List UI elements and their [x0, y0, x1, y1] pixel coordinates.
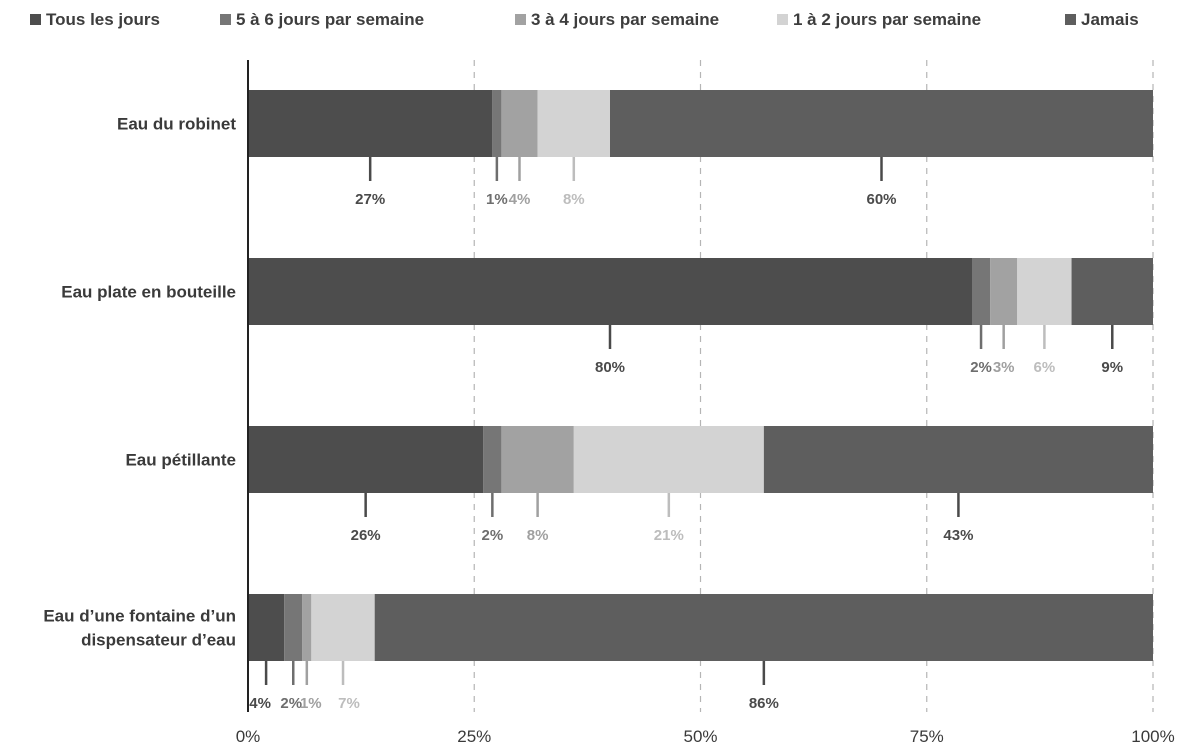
legend-swatch — [1065, 14, 1076, 25]
x-tick-labels: 0% 25% 50% 75% 100% — [236, 727, 1175, 746]
value-label: 26% — [351, 527, 381, 544]
bar-segment — [311, 594, 375, 661]
x-tick-label: 50% — [683, 727, 717, 746]
x-tick-label: 100% — [1131, 727, 1174, 746]
legend-swatch — [220, 14, 231, 25]
category-label: Eau plate en bouteille — [61, 283, 236, 302]
legend-swatch — [30, 14, 41, 25]
value-label: 2% — [970, 359, 992, 376]
bar-segment — [492, 90, 502, 157]
value-label: 4% — [249, 695, 271, 712]
legend-label: 5 à 6 jours par semaine — [236, 10, 424, 29]
category-label: Eau pétillante — [125, 451, 236, 470]
value-label: 9% — [1101, 359, 1123, 376]
value-label: 8% — [527, 527, 549, 544]
value-label: 1% — [300, 695, 322, 712]
legend-label: 3 à 4 jours par semaine — [531, 10, 719, 29]
bars — [248, 90, 1153, 661]
legend: Tous les jours 5 à 6 jours par semaine 3 à… — [30, 10, 1139, 29]
bar-segment — [501, 90, 538, 157]
value-label: 3% — [993, 359, 1015, 376]
bar-segment — [248, 90, 493, 157]
bar-segment — [374, 594, 1153, 661]
category-label: Eau du robinet — [117, 115, 236, 134]
value-label: 86% — [749, 695, 779, 712]
value-labels: 27% 1% 4% 8% 60%80% 2% 3% 6% 9%26% 2% 8% 21% 43%4% 2%… — [249, 157, 1123, 712]
value-label: 2% — [482, 527, 504, 544]
bar-segment — [284, 594, 303, 661]
bar-segment — [990, 258, 1018, 325]
value-label: 7% — [338, 695, 360, 712]
category-labels: Eau du robinet Eau plate en bouteille Eau … — [43, 115, 236, 650]
value-label: 1% — [486, 191, 508, 208]
bar-segment — [248, 426, 484, 493]
category-label-line: Eau pétillante — [125, 451, 236, 470]
bar-segment — [1071, 258, 1153, 325]
bar-segment — [537, 90, 610, 157]
legend-label: 1 à 2 jours par semaine — [793, 10, 981, 29]
value-label: 60% — [866, 191, 896, 208]
bar-segment — [302, 594, 312, 661]
legend-label: Tous les jours — [46, 10, 160, 29]
value-label: 43% — [943, 527, 973, 544]
bar-segment — [248, 258, 972, 325]
bar-segment — [501, 426, 574, 493]
value-label: 6% — [1034, 359, 1056, 376]
value-label: 8% — [563, 191, 585, 208]
category-label-line: Eau d’une fontaine d’un — [43, 607, 236, 626]
value-label: 21% — [654, 527, 684, 544]
category-label-line: Eau plate en bouteille — [61, 283, 236, 302]
value-label: 2% — [280, 695, 302, 712]
category-label-line: Eau du robinet — [117, 115, 236, 134]
legend-swatch — [777, 14, 788, 25]
bar-segment — [610, 90, 1153, 157]
bar-segment — [248, 594, 285, 661]
x-tick-label: 25% — [457, 727, 491, 746]
value-label: 27% — [355, 191, 385, 208]
x-tick-label: 0% — [236, 727, 261, 746]
legend-swatch — [515, 14, 526, 25]
bar-segment — [972, 258, 991, 325]
value-label: 4% — [509, 191, 531, 208]
value-label: 80% — [595, 359, 625, 376]
category-label: Eau d’une fontaine d’un dispensateur d’ea… — [43, 607, 236, 650]
bar-segment — [573, 426, 764, 493]
category-label-line: dispensateur d’eau — [81, 631, 236, 650]
x-tick-label: 75% — [910, 727, 944, 746]
legend-label: Jamais — [1081, 10, 1139, 29]
bar-segment — [763, 426, 1153, 493]
bar-segment — [483, 426, 502, 493]
bar-segment — [1017, 258, 1072, 325]
